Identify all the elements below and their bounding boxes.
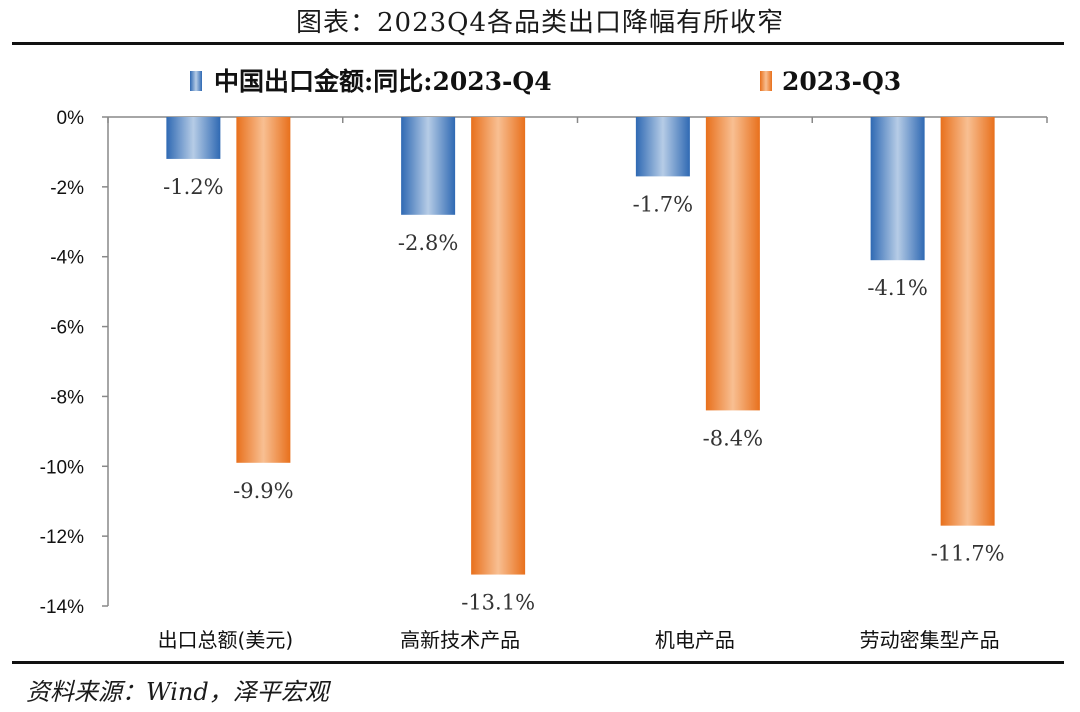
x-category-label: 劳动密集型产品	[860, 628, 1000, 652]
legend-label-q4: 中国出口金额:同比:2023-Q4	[214, 67, 552, 96]
y-tick-label: -4%	[50, 248, 84, 269]
x-category-label: 出口总额(美元)	[158, 628, 294, 652]
y-tick-label: -6%	[50, 318, 84, 339]
y-tick-label: 0%	[57, 108, 85, 129]
bottom-rule	[12, 661, 1064, 664]
bar-q3	[236, 117, 291, 463]
y-tick-label: -12%	[40, 527, 84, 548]
x-category-label: 高新技术产品	[400, 628, 520, 652]
data-label-q3: -11.7%	[931, 542, 1005, 566]
top-rule	[12, 42, 1064, 45]
y-tick-label: -8%	[50, 387, 84, 408]
bar-q3	[705, 117, 760, 411]
chart-title: 图表：2023Q4各品类出口降幅有所收窄	[295, 8, 785, 38]
bar-q4	[870, 117, 925, 261]
data-label-q3: -9.9%	[233, 479, 293, 503]
data-label-q4: -1.7%	[633, 192, 693, 216]
bar-q4	[166, 117, 221, 159]
data-label-q4: -1.2%	[163, 175, 223, 199]
y-tick-label: -14%	[40, 597, 84, 618]
y-tick-label: -2%	[50, 178, 84, 199]
legend-swatch-q3	[760, 71, 772, 91]
bar-q4	[635, 117, 690, 177]
legend-swatch-q4	[190, 71, 202, 91]
bar-q4	[401, 117, 456, 215]
y-tick-label: -10%	[40, 457, 84, 478]
bar-q3	[471, 117, 526, 575]
data-label-q3: -8.4%	[703, 426, 763, 450]
legend: 中国出口金额:同比:2023-Q4 2023-Q3	[190, 67, 901, 96]
data-label-q4: -2.8%	[398, 231, 458, 255]
x-category-label: 机电产品	[655, 628, 735, 652]
data-label-q3: -13.1%	[461, 591, 535, 615]
legend-label-q3: 2023-Q3	[782, 67, 901, 96]
source-note: 资料来源：Wind，泽平宏观	[26, 678, 329, 706]
bar-q3	[940, 117, 995, 526]
data-label-q4: -4.1%	[867, 276, 927, 300]
plot-area: 0% -2% -4% -6% -8% -10% -12% -14% -1.2% -9.9% 出口总额…	[40, 108, 1048, 652]
